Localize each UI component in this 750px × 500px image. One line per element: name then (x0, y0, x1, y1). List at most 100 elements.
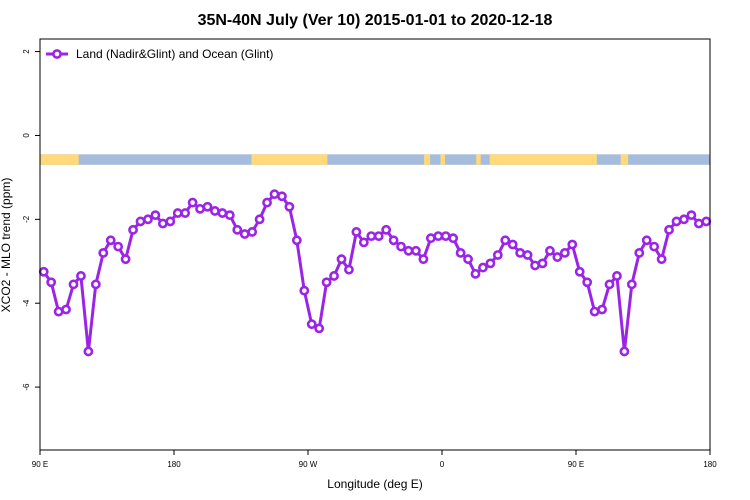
data-point (299, 285, 310, 296)
data-point (530, 260, 540, 271)
data-point (619, 346, 630, 357)
legend: Land (Nadir&Glint) and Ocean (Glint) (46, 47, 273, 61)
data-point (396, 241, 406, 252)
data-point (83, 346, 94, 357)
landmask-band (40, 154, 710, 165)
data-point (567, 239, 578, 250)
data-point (693, 218, 704, 229)
data-point (143, 214, 153, 225)
x-axis: 90 E 180 90 W 0 90 E 180 (32, 450, 717, 469)
data-point (418, 254, 429, 265)
data-point (478, 262, 488, 273)
data-point (574, 266, 585, 277)
data-point (284, 201, 295, 212)
data-point (262, 197, 272, 208)
data-point (537, 258, 548, 269)
data-point (604, 279, 615, 290)
data-point (455, 247, 466, 258)
data-point (634, 247, 645, 258)
data-point (98, 247, 109, 258)
data-point (172, 208, 183, 218)
data-point (411, 245, 421, 256)
x-tick-label: 180 (703, 460, 717, 469)
data-point (649, 241, 660, 252)
data-point (686, 210, 697, 221)
data-point (120, 254, 131, 265)
data-point (277, 191, 287, 202)
data-point (210, 206, 220, 216)
data-point (351, 227, 362, 237)
data-point (664, 224, 674, 235)
land-segment (251, 154, 328, 165)
y-tick-label: -6 (22, 383, 31, 391)
data-point (336, 254, 347, 265)
land-segment (40, 154, 79, 165)
data-point (61, 304, 71, 315)
data-point (306, 319, 317, 330)
data-point (463, 254, 473, 265)
x-tick-label: 180 (167, 460, 181, 469)
data-point (202, 201, 213, 212)
data-point (46, 277, 57, 288)
data-point (679, 214, 689, 225)
data-point (492, 250, 503, 260)
data-point (247, 227, 258, 237)
data-point (559, 247, 570, 258)
data-point (515, 247, 526, 258)
data-point (269, 189, 280, 200)
y-tick-label: -4 (22, 299, 31, 307)
data-point (180, 208, 191, 218)
x-tick-label: 0 (440, 460, 445, 469)
data-point (150, 210, 161, 221)
data-point (135, 216, 146, 227)
data-point (366, 231, 377, 242)
land-segment (440, 154, 445, 165)
data-point (545, 245, 555, 256)
data-point (433, 231, 444, 242)
series-layer (38, 189, 712, 357)
y-axis: 2 0 -2 -4 -6 (22, 49, 40, 391)
legend-label: Land (Nadir&Glint) and Ocean (Glint) (76, 47, 273, 61)
data-point (448, 233, 459, 244)
data-point (381, 224, 392, 235)
x-tick-label: 90 E (568, 460, 584, 469)
data-point (68, 279, 79, 290)
data-point (217, 208, 228, 218)
data-point (291, 235, 302, 246)
data-point (105, 235, 116, 246)
data-point (53, 306, 64, 317)
data-point (373, 231, 384, 242)
data-point (157, 218, 168, 229)
data-point (388, 235, 399, 246)
data-point (187, 197, 198, 208)
x-tick-label: 90 E (32, 460, 48, 469)
land-segment (620, 154, 629, 165)
data-point (254, 214, 265, 225)
data-point (507, 239, 518, 250)
data-point (358, 237, 369, 248)
data-point (582, 277, 593, 288)
land-segment (424, 154, 431, 165)
data-point (195, 203, 205, 214)
chart-title: 35N-40N July (Ver 10) 2015-01-01 to 2020… (198, 12, 553, 29)
data-point (321, 277, 332, 288)
data-point (38, 266, 49, 277)
data-point (626, 279, 637, 290)
data-point (656, 254, 667, 265)
data-point (403, 245, 414, 256)
data-point (500, 235, 511, 246)
data-point (90, 279, 101, 290)
y-axis-label: XCO2 - MLO trend (ppm) (0, 178, 13, 313)
data-point (440, 231, 451, 242)
data-point (344, 264, 354, 275)
data-point (329, 271, 339, 281)
data-point (470, 268, 481, 279)
data-point (552, 252, 563, 262)
data-point (597, 304, 607, 315)
data-point (113, 241, 124, 252)
data-point (641, 235, 652, 246)
y-tick-label: 2 (22, 49, 31, 54)
land-segment (476, 154, 481, 165)
data-point (701, 216, 712, 227)
x-axis-label: Longitude (deg E) (327, 477, 422, 491)
